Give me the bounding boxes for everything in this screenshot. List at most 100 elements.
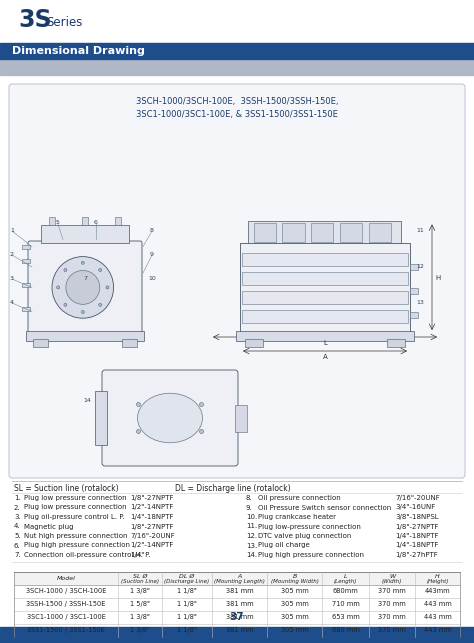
- Text: 381 mm: 381 mm: [226, 588, 253, 594]
- Text: SL = Suction line (rotalock): SL = Suction line (rotalock): [14, 484, 118, 493]
- Bar: [340, 222, 363, 242]
- Text: DTC valve plug connection: DTC valve plug connection: [258, 533, 351, 539]
- Text: 1/4"-18NPTF: 1/4"-18NPTF: [395, 533, 438, 539]
- Bar: [410, 288, 418, 294]
- Text: 7.: 7.: [14, 552, 21, 558]
- Text: 381 mm: 381 mm: [226, 627, 253, 633]
- Text: 4.: 4.: [14, 523, 21, 529]
- Text: 1/4": 1/4": [130, 552, 145, 558]
- Text: 443 mm: 443 mm: [424, 627, 451, 633]
- Text: (Discharge Line): (Discharge Line): [164, 579, 210, 584]
- Text: 8.: 8.: [246, 495, 253, 501]
- Text: Plug low pressure connection: Plug low pressure connection: [24, 505, 127, 511]
- FancyBboxPatch shape: [9, 84, 465, 478]
- Text: Plug low-pressure connection: Plug low-pressure connection: [258, 523, 361, 529]
- Circle shape: [200, 430, 203, 433]
- Text: 381 mm: 381 mm: [226, 614, 253, 620]
- Circle shape: [137, 403, 140, 406]
- Text: 710 mm: 710 mm: [332, 601, 359, 607]
- Bar: [240, 243, 410, 333]
- Text: 3SCH-1000 / 3SCH-100E: 3SCH-1000 / 3SCH-100E: [26, 588, 106, 594]
- Text: DL = Discharge line (rotalock): DL = Discharge line (rotalock): [175, 484, 291, 493]
- Text: 370 mm: 370 mm: [378, 614, 406, 620]
- Bar: [122, 339, 137, 347]
- Bar: [242, 272, 408, 285]
- Text: 1.: 1.: [14, 495, 21, 501]
- Text: H: H: [435, 574, 440, 579]
- FancyBboxPatch shape: [102, 370, 238, 466]
- Text: 14: 14: [83, 397, 91, 403]
- Text: L: L: [323, 340, 327, 346]
- Text: 1 3/8": 1 3/8": [130, 627, 150, 633]
- Bar: [41, 225, 129, 243]
- Text: 7/16"-20UNF: 7/16"-20UNF: [130, 533, 175, 539]
- Text: 1/4"-18NPTF: 1/4"-18NPTF: [395, 543, 438, 548]
- Circle shape: [137, 430, 140, 433]
- Text: SL Ø: SL Ø: [133, 574, 147, 579]
- Text: 305 mm: 305 mm: [281, 614, 309, 620]
- Text: Plug oil charge: Plug oil charge: [258, 543, 310, 548]
- Text: 370 mm: 370 mm: [378, 588, 406, 594]
- Text: 7/16"-20UNF: 7/16"-20UNF: [395, 495, 440, 501]
- Text: Model: Model: [56, 575, 75, 581]
- Circle shape: [200, 403, 203, 406]
- Bar: [0, 0, 474, 45]
- Text: 3.: 3.: [14, 514, 21, 520]
- Text: 13: 13: [416, 300, 424, 305]
- Circle shape: [82, 311, 84, 314]
- Bar: [95, 391, 107, 445]
- Text: Magnetic plug: Magnetic plug: [24, 523, 73, 529]
- Text: 305 mm: 305 mm: [281, 601, 309, 607]
- Bar: [26, 331, 144, 341]
- Text: 2: 2: [10, 253, 14, 257]
- Text: 10: 10: [148, 276, 156, 282]
- Text: (Height): (Height): [426, 579, 449, 584]
- Text: 7: 7: [83, 276, 87, 282]
- Text: 1/2"-14NPTF: 1/2"-14NPTF: [130, 543, 173, 548]
- Circle shape: [66, 271, 100, 304]
- Bar: [236, 331, 414, 341]
- Text: 9.: 9.: [246, 505, 253, 511]
- Text: (Mounting Width): (Mounting Width): [271, 579, 319, 584]
- Text: Plug high pressure connection: Plug high pressure connection: [24, 543, 130, 548]
- Bar: [235, 404, 247, 431]
- Text: (Length): (Length): [334, 579, 357, 584]
- Circle shape: [64, 269, 67, 271]
- Text: 3SS1-1500 / 3SS1-150E: 3SS1-1500 / 3SS1-150E: [27, 627, 105, 633]
- Text: Connection oil-pressure control H. P.: Connection oil-pressure control H. P.: [24, 552, 151, 558]
- Text: 1: 1: [10, 228, 14, 233]
- Text: 3SSH-1500 / 3SSH-150E: 3SSH-1500 / 3SSH-150E: [27, 601, 106, 607]
- Bar: [245, 339, 263, 347]
- Bar: [248, 221, 401, 243]
- Text: 9: 9: [150, 253, 154, 257]
- Text: 12.: 12.: [246, 533, 257, 539]
- Circle shape: [57, 286, 60, 289]
- Text: 305 mm: 305 mm: [281, 588, 309, 594]
- Bar: [0, 43, 474, 59]
- Text: 443mm: 443mm: [425, 588, 450, 594]
- Text: 8: 8: [150, 228, 154, 233]
- Bar: [242, 310, 408, 323]
- Text: (Suction Line): (Suction Line): [121, 579, 159, 584]
- Text: Oil Pressure Switch sensor connection: Oil Pressure Switch sensor connection: [258, 505, 391, 511]
- Text: 6.: 6.: [14, 543, 21, 548]
- Text: Dimensional Drawing: Dimensional Drawing: [12, 46, 145, 56]
- Circle shape: [99, 269, 102, 271]
- Circle shape: [82, 261, 84, 264]
- Text: 13.: 13.: [246, 543, 257, 548]
- Bar: [410, 312, 418, 318]
- Bar: [0, 627, 474, 643]
- Text: 3/4"-16UNF: 3/4"-16UNF: [395, 505, 435, 511]
- Text: 3SC1-1000 / 3SC1-100E: 3SC1-1000 / 3SC1-100E: [27, 614, 105, 620]
- Text: 680mm: 680mm: [333, 588, 358, 594]
- Bar: [22, 283, 30, 287]
- Text: 5.: 5.: [14, 533, 21, 539]
- Bar: [22, 244, 30, 249]
- Text: 3S: 3S: [18, 8, 52, 32]
- Text: 14.: 14.: [246, 552, 257, 558]
- Circle shape: [106, 286, 109, 289]
- Text: 653 mm: 653 mm: [332, 614, 359, 620]
- Text: 10.: 10.: [246, 514, 257, 520]
- Text: 370 mm: 370 mm: [378, 601, 406, 607]
- Text: Oil pressure connection: Oil pressure connection: [258, 495, 341, 501]
